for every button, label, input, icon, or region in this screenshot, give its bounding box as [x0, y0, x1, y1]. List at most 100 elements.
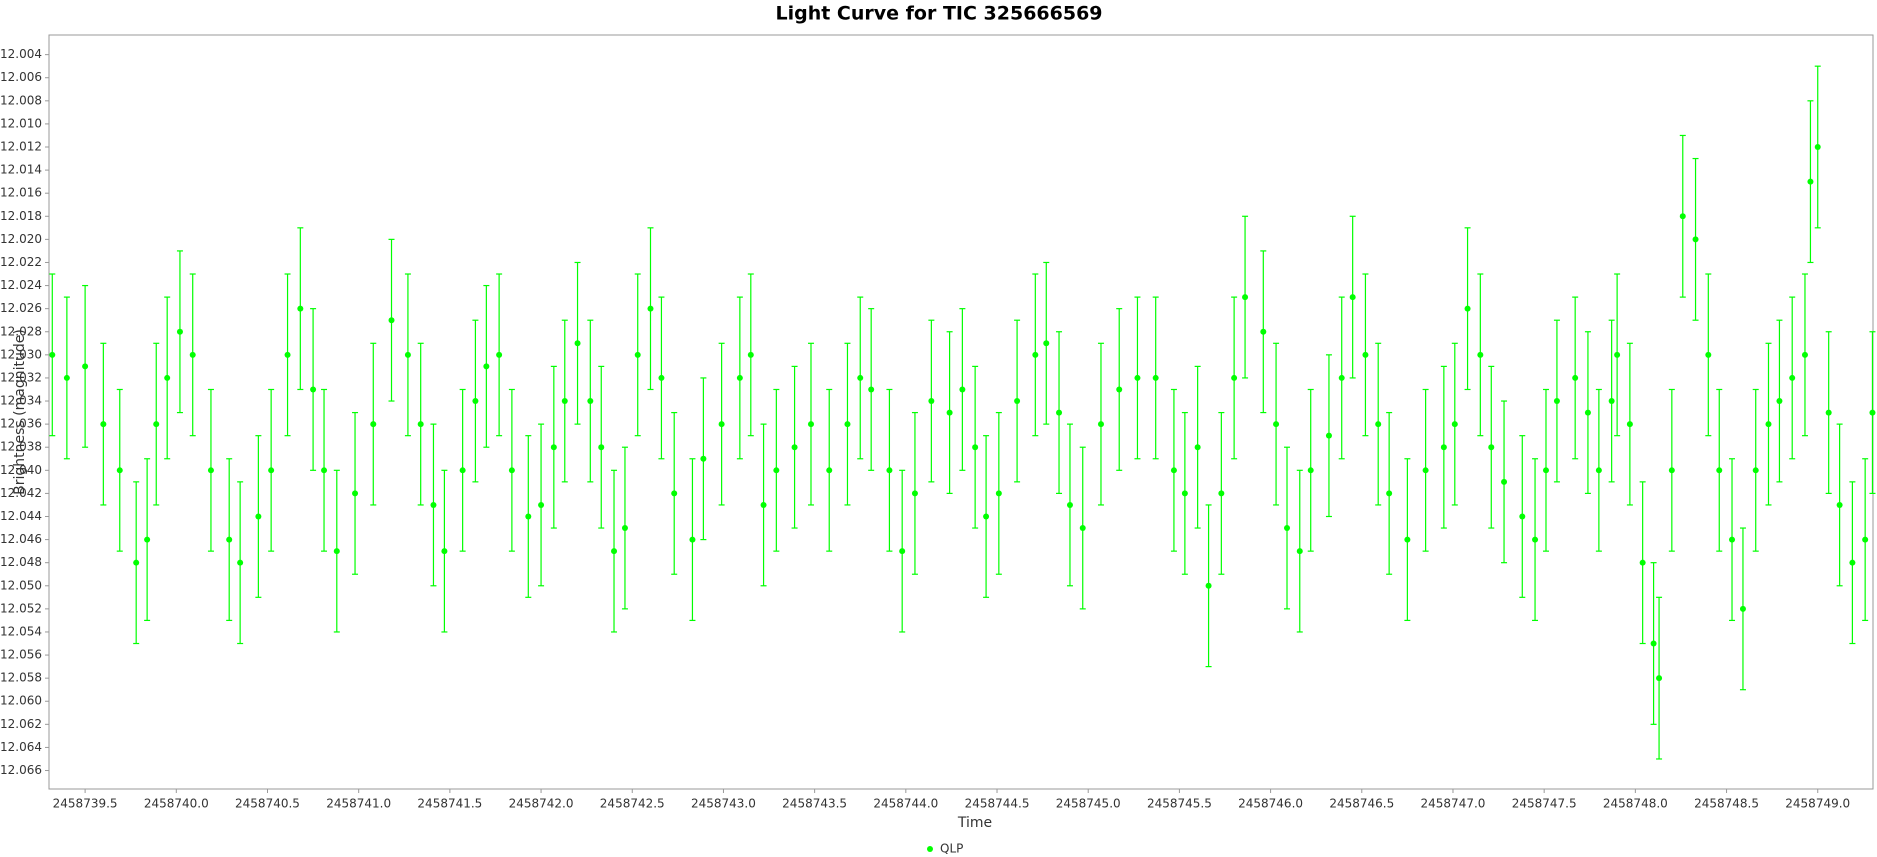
- point: [1553, 398, 1560, 405]
- y-tick-label: 12.042: [0, 486, 42, 500]
- y-tick-label: 12.046: [0, 532, 42, 546]
- x-tick-label: 2458743.5: [782, 797, 847, 811]
- point: [1338, 374, 1345, 381]
- x-tick-label: 2458748.5: [1694, 797, 1759, 811]
- point: [1181, 490, 1188, 497]
- point: [1849, 559, 1856, 566]
- point: [1325, 432, 1332, 439]
- point: [1205, 582, 1212, 589]
- point: [972, 444, 979, 451]
- point: [1296, 548, 1303, 555]
- point: [658, 374, 665, 381]
- x-tick-label: 2458747.5: [1512, 797, 1577, 811]
- x-tick-label: 2458740.0: [144, 797, 209, 811]
- x-tick-label: 2458742.0: [509, 797, 574, 811]
- point: [496, 351, 503, 358]
- point: [899, 548, 906, 555]
- point: [82, 363, 89, 370]
- point: [1532, 536, 1539, 543]
- point: [995, 490, 1002, 497]
- point: [1284, 525, 1291, 532]
- point: [472, 398, 479, 405]
- point: [370, 421, 377, 428]
- x-axis-title: Time: [957, 815, 992, 831]
- point: [928, 398, 935, 405]
- point: [1729, 536, 1736, 543]
- y-tick-label: 12.034: [0, 394, 42, 408]
- point: [1584, 409, 1591, 416]
- y-tick-label: 12.054: [0, 624, 42, 638]
- point: [1692, 236, 1699, 243]
- point: [1679, 213, 1686, 220]
- point: [1152, 374, 1159, 381]
- point: [1825, 409, 1832, 416]
- y-tick-label: 12.014: [0, 163, 42, 177]
- point: [417, 421, 424, 428]
- x-tick-label: 2458746.5: [1329, 797, 1394, 811]
- point: [1260, 328, 1267, 335]
- point: [459, 467, 466, 474]
- point: [671, 490, 678, 497]
- x-tick-label: 2458749.0: [1785, 797, 1850, 811]
- y-tick-label: 12.030: [0, 347, 42, 361]
- y-tick-label: 12.040: [0, 463, 42, 477]
- x-tick-label: 2458740.5: [235, 797, 300, 811]
- point: [333, 548, 340, 555]
- point: [1542, 467, 1549, 474]
- y-tick-label: 12.018: [0, 209, 42, 223]
- point: [1668, 467, 1675, 474]
- x-tick-label: 2458745.0: [1056, 797, 1121, 811]
- point: [1014, 398, 1021, 405]
- point: [388, 317, 395, 324]
- point: [1464, 305, 1471, 312]
- y-tick-label: 12.012: [0, 140, 42, 154]
- point: [1273, 421, 1280, 428]
- x-tick-label: 2458741.0: [326, 797, 391, 811]
- point: [550, 444, 557, 451]
- point: [1656, 675, 1663, 682]
- point: [561, 398, 568, 405]
- point: [1614, 351, 1621, 358]
- y-axis-title: Brightness (magnitude): [12, 329, 28, 495]
- point: [1869, 409, 1876, 416]
- point: [483, 363, 490, 370]
- point: [1097, 421, 1104, 428]
- point: [1422, 467, 1429, 474]
- point: [164, 374, 171, 381]
- point: [297, 305, 304, 312]
- y-tick-label: 12.004: [0, 47, 42, 61]
- point: [63, 374, 70, 381]
- point: [133, 559, 140, 566]
- point: [1488, 444, 1495, 451]
- chart-title: Light Curve for TIC 325666569: [775, 3, 1102, 25]
- x-tick-label: 2458741.5: [417, 797, 482, 811]
- point: [1765, 421, 1772, 428]
- point: [1801, 351, 1808, 358]
- point: [911, 490, 918, 497]
- point: [1650, 640, 1657, 647]
- legend-marker: [927, 846, 933, 852]
- y-tick-label: 12.032: [0, 370, 42, 384]
- point: [634, 351, 641, 358]
- y-tick-label: 12.026: [0, 301, 42, 315]
- x-tick-label: 2458748.0: [1603, 797, 1668, 811]
- point: [886, 467, 893, 474]
- point: [1349, 294, 1356, 301]
- point: [1752, 467, 1759, 474]
- point: [538, 501, 545, 508]
- point: [207, 467, 214, 474]
- point: [689, 536, 696, 543]
- point: [1170, 467, 1177, 474]
- point: [1716, 467, 1723, 474]
- y-tick-label: 12.022: [0, 255, 42, 269]
- y-tick-label: 12.038: [0, 440, 42, 454]
- point: [621, 525, 628, 532]
- point: [1242, 294, 1249, 301]
- point: [1739, 605, 1746, 612]
- point: [868, 386, 875, 393]
- point: [352, 490, 359, 497]
- y-tick-label: 12.056: [0, 648, 42, 662]
- point: [1079, 525, 1086, 532]
- point: [1776, 398, 1783, 405]
